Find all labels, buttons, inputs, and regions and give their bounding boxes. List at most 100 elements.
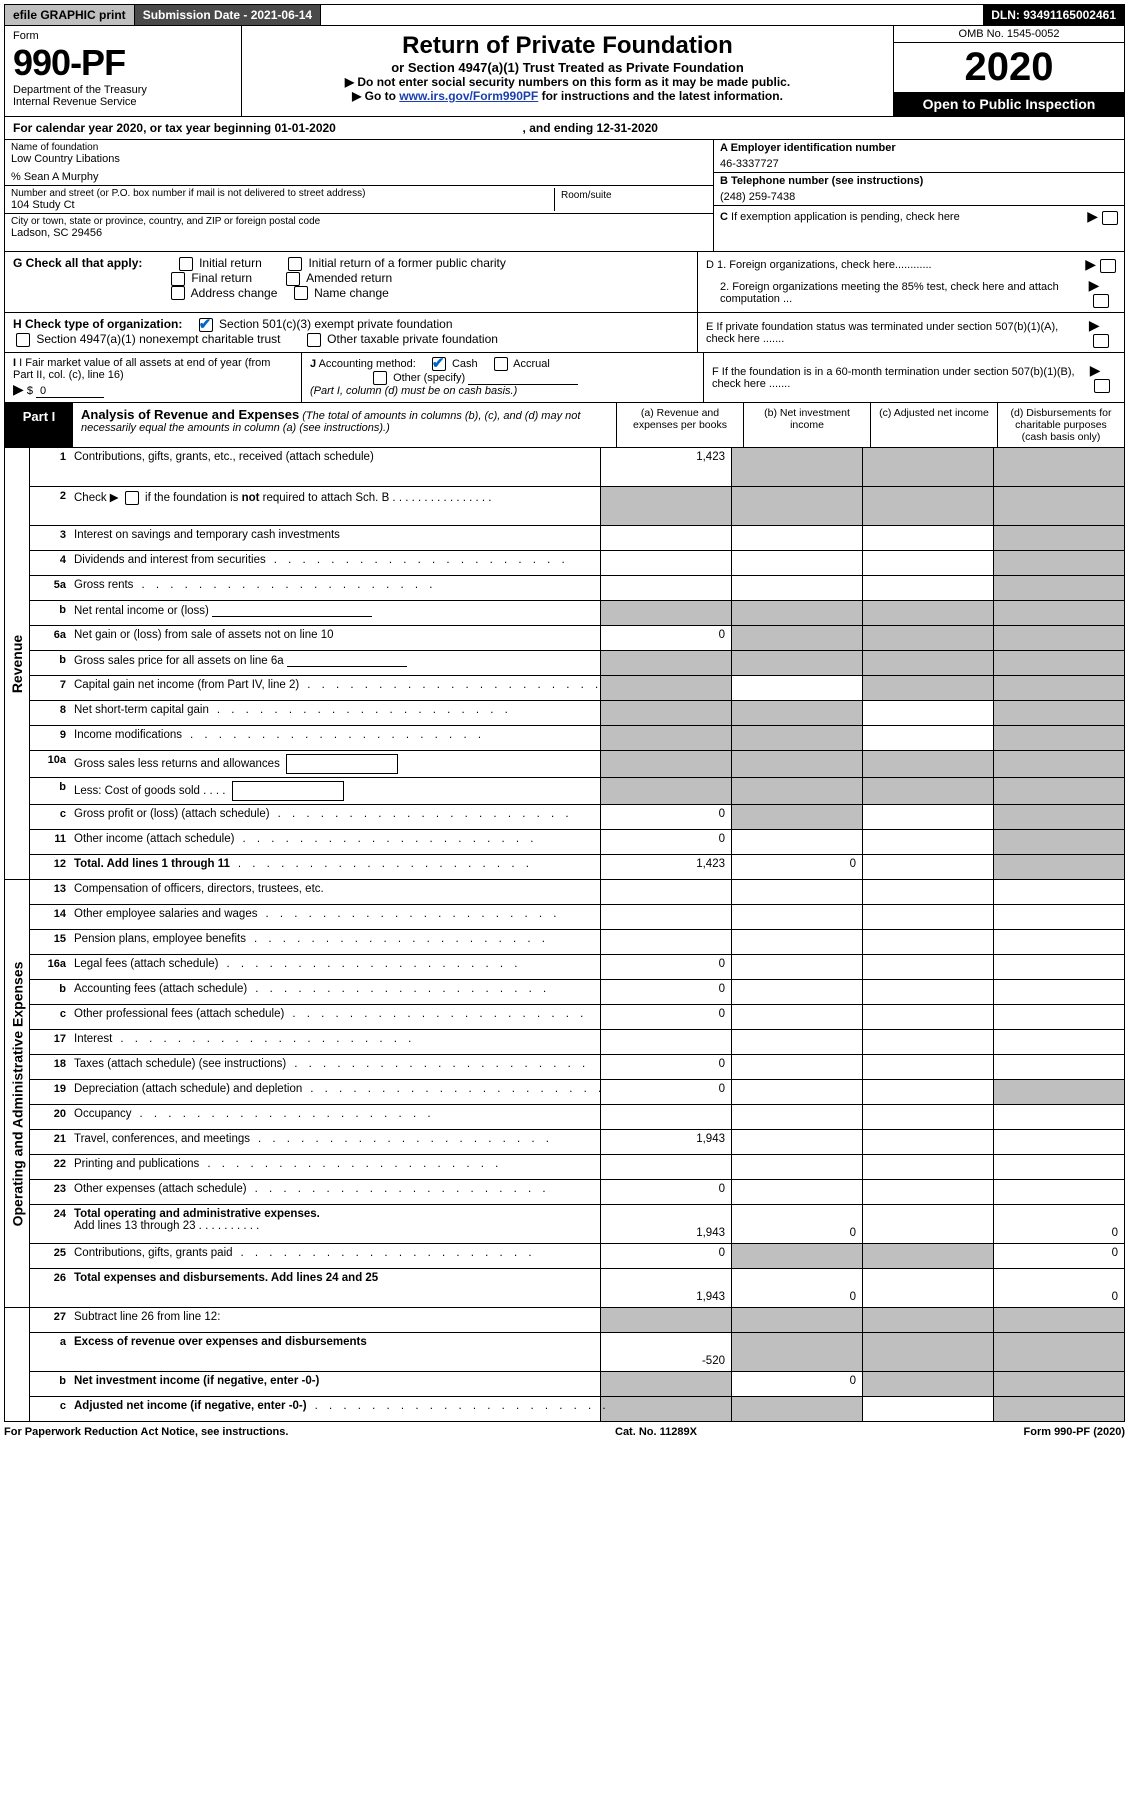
line-25: Contributions, gifts, grants paid bbox=[70, 1244, 600, 1268]
line-6a: Net gain or (loss) from sale of assets n… bbox=[70, 626, 600, 650]
dept-irs: Internal Revenue Service bbox=[13, 96, 233, 108]
calendar-year-row: For calendar year 2020, or tax year begi… bbox=[4, 117, 1125, 140]
d1-label: D 1. Foreign organizations, check here..… bbox=[706, 259, 932, 271]
ein-value: 46-3337727 bbox=[720, 158, 1118, 170]
line-12: Total. Add lines 1 through 11 bbox=[70, 855, 600, 879]
form-title-block: Return of Private Foundation or Section … bbox=[242, 26, 893, 116]
room-suite-label: Room/suite bbox=[554, 188, 707, 211]
f-label: F If the foundation is in a 60-month ter… bbox=[712, 366, 1090, 390]
exemption-pending-label: If exemption application is pending, che… bbox=[731, 211, 960, 223]
part-1-desc: Analysis of Revenue and Expenses (The to… bbox=[73, 403, 617, 447]
form-title: Return of Private Foundation bbox=[248, 32, 887, 60]
fmv-value: 0 bbox=[36, 385, 104, 398]
col-c-header: (c) Adjusted net income bbox=[871, 403, 998, 447]
exemption-pending-checkbox[interactable] bbox=[1102, 211, 1118, 225]
line-10c: Gross profit or (loss) (attach schedule) bbox=[70, 805, 600, 829]
final-return-checkbox[interactable] bbox=[171, 272, 185, 286]
60-month-checkbox[interactable] bbox=[1094, 379, 1110, 393]
section-h-e: H Check type of organization: Section 50… bbox=[4, 313, 1125, 353]
line-17: Interest bbox=[70, 1030, 600, 1054]
entity-info: Name of foundation Low Country Libations… bbox=[4, 140, 1125, 252]
expenses-side-label: Operating and Administrative Expenses bbox=[5, 880, 30, 1307]
line-9: Income modifications bbox=[70, 726, 600, 750]
line-13: Compensation of officers, directors, tru… bbox=[70, 880, 600, 904]
other-taxable-checkbox[interactable] bbox=[307, 333, 321, 347]
501c3-checkbox[interactable] bbox=[199, 318, 213, 332]
section-g-d: G Check all that apply: Initial return I… bbox=[4, 252, 1125, 313]
line-1: Contributions, gifts, grants, etc., rece… bbox=[70, 448, 600, 486]
form-header: Form 990-PF Department of the Treasury I… bbox=[4, 26, 1125, 117]
address-change-checkbox[interactable] bbox=[171, 286, 185, 300]
line-5b: Net rental income or (loss) bbox=[70, 601, 600, 625]
line-20: Occupancy bbox=[70, 1105, 600, 1129]
line-26: Total expenses and disbursements. Add li… bbox=[70, 1269, 600, 1307]
schb-checkbox[interactable] bbox=[125, 491, 139, 505]
line-21: Travel, conferences, and meetings bbox=[70, 1130, 600, 1154]
foreign-org-checkbox[interactable] bbox=[1100, 259, 1116, 273]
part-1-label: Part I bbox=[5, 403, 73, 447]
status-terminated-checkbox[interactable] bbox=[1093, 334, 1109, 348]
col-d-header: (d) Disbursements for charitable purpose… bbox=[998, 403, 1124, 447]
foreign-85pct-checkbox[interactable] bbox=[1093, 294, 1109, 308]
line-2: Check ▶ if the foundation is not require… bbox=[70, 487, 600, 525]
col-a-header: (a) Revenue and expenses per books bbox=[617, 403, 744, 447]
ssn-warning: ▶ Do not enter social security numbers o… bbox=[248, 75, 887, 89]
section-i-j-f: I I Fair market value of all assets at e… bbox=[4, 353, 1125, 403]
line-16b: Accounting fees (attach schedule) bbox=[70, 980, 600, 1004]
city-state-zip: Ladson, SC 29456 bbox=[11, 227, 707, 239]
amended-return-checkbox[interactable] bbox=[286, 272, 300, 286]
line-4: Dividends and interest from securities bbox=[70, 551, 600, 575]
initial-return-checkbox[interactable] bbox=[179, 257, 193, 271]
line-8: Net short-term capital gain bbox=[70, 701, 600, 725]
initial-return-former-checkbox[interactable] bbox=[288, 257, 302, 271]
line-7: Capital gain net income (from Part IV, l… bbox=[70, 676, 600, 700]
top-bar: efile GRAPHIC print Submission Date - 20… bbox=[4, 4, 1125, 26]
line-23: Other expenses (attach schedule) bbox=[70, 1180, 600, 1204]
page-footer: For Paperwork Reduction Act Notice, see … bbox=[4, 1422, 1125, 1438]
line-27c: Adjusted net income (if negative, enter … bbox=[70, 1397, 600, 1421]
g-label: G Check all that apply: bbox=[13, 256, 142, 270]
revenue-table: Revenue 1Contributions, gifts, grants, e… bbox=[4, 448, 1125, 880]
line-18: Taxes (attach schedule) (see instruction… bbox=[70, 1055, 600, 1079]
part-1-header: Part I Analysis of Revenue and Expenses … bbox=[4, 403, 1125, 448]
name-change-checkbox[interactable] bbox=[294, 286, 308, 300]
j-label: Accounting method: bbox=[319, 358, 416, 370]
revenue-side-label: Revenue bbox=[5, 448, 30, 879]
phone-label: B Telephone number (see instructions) bbox=[720, 175, 923, 187]
address-label: Number and street (or P.O. box number if… bbox=[11, 188, 554, 199]
line-16c: Other professional fees (attach schedule… bbox=[70, 1005, 600, 1029]
open-to-public: Open to Public Inspection bbox=[894, 92, 1124, 116]
line-24: Total operating and administrative expen… bbox=[70, 1205, 600, 1243]
efile-print-button[interactable]: efile GRAPHIC print bbox=[5, 5, 135, 25]
line-27: Subtract line 26 from line 12: bbox=[70, 1308, 600, 1332]
cash-checkbox[interactable] bbox=[432, 357, 446, 371]
line-27-block: 27Subtract line 26 from line 12: aExcess… bbox=[4, 1308, 1125, 1422]
line-15: Pension plans, employee benefits bbox=[70, 930, 600, 954]
col-b-header: (b) Net investment income bbox=[744, 403, 871, 447]
care-of: % Sean A Murphy bbox=[11, 171, 707, 183]
line-10b: Less: Cost of goods sold . . . . bbox=[70, 778, 600, 804]
foundation-name: Low Country Libations bbox=[11, 153, 707, 165]
dln-number: DLN: 93491165002461 bbox=[983, 5, 1124, 25]
city-label: City or town, state or province, country… bbox=[11, 216, 707, 227]
catalog-number: Cat. No. 11289X bbox=[615, 1426, 697, 1438]
line-27a: Excess of revenue over expenses and disb… bbox=[70, 1333, 600, 1371]
instructions-link[interactable]: www.irs.gov/Form990PF bbox=[399, 89, 538, 103]
line-14: Other employee salaries and wages bbox=[70, 905, 600, 929]
form-identity: Form 990-PF Department of the Treasury I… bbox=[5, 26, 242, 116]
other-method-checkbox[interactable] bbox=[373, 371, 387, 385]
phone-value: (248) 259-7438 bbox=[720, 191, 1118, 203]
form-subtitle: or Section 4947(a)(1) Trust Treated as P… bbox=[248, 60, 887, 75]
j-note: (Part I, column (d) must be on cash basi… bbox=[310, 385, 517, 397]
dept-treasury: Department of the Treasury bbox=[13, 84, 233, 96]
line-6b: Gross sales price for all assets on line… bbox=[70, 651, 600, 675]
4947a1-checkbox[interactable] bbox=[16, 333, 30, 347]
line-11: Other income (attach schedule) bbox=[70, 830, 600, 854]
header-right: OMB No. 1545-0052 2020 Open to Public In… bbox=[893, 26, 1124, 116]
line-10a: Gross sales less returns and allowances bbox=[70, 751, 600, 777]
line-16a: Legal fees (attach schedule) bbox=[70, 955, 600, 979]
expenses-table: Operating and Administrative Expenses 13… bbox=[4, 880, 1125, 1308]
form-footer-label: Form 990-PF (2020) bbox=[1024, 1426, 1126, 1438]
foundation-name-label: Name of foundation bbox=[11, 142, 707, 153]
accrual-checkbox[interactable] bbox=[494, 357, 508, 371]
